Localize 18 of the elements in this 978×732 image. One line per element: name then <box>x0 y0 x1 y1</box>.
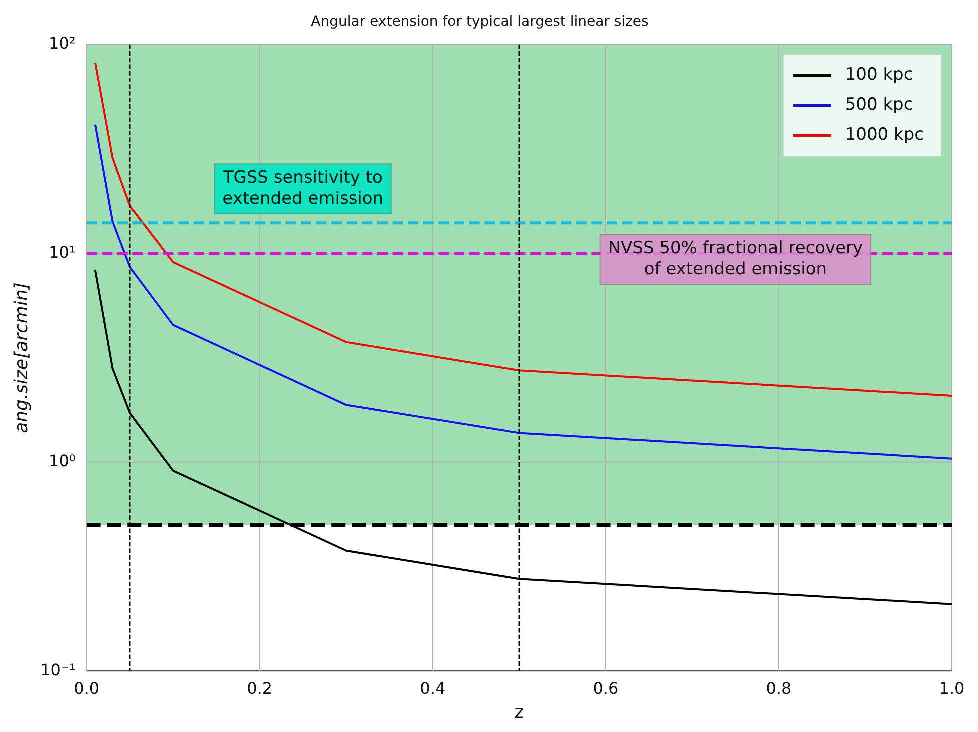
legend-label: 100 kpc <box>845 65 914 86</box>
legend-label: 500 kpc <box>845 95 914 116</box>
x-axis-title: z <box>514 702 524 723</box>
legend-label: 1000 kpc <box>845 125 924 146</box>
x-tick-label: 0.0 <box>74 678 100 698</box>
y-tick-label: 10⁰ <box>49 452 76 471</box>
x-tick-label: 1.0 <box>939 678 965 698</box>
y-tick-label: 10² <box>49 34 76 53</box>
chart-title: Angular extension for typical largest linear sizes <box>311 14 649 30</box>
y-tick-label: 10¹ <box>49 242 76 262</box>
y-axis-title: ang.size[arcmin] <box>11 282 32 434</box>
ref-line-label: TGSS sensitivity to extended emission <box>222 168 384 210</box>
x-tick-label: 0.8 <box>766 678 792 698</box>
x-tick-label: 0.2 <box>247 678 273 698</box>
x-tick-label: 0.4 <box>420 678 446 698</box>
x-tick-label: 0.6 <box>593 678 619 698</box>
ref-line-label: NVSS 50% fractional recovery of extended emission <box>608 238 864 280</box>
y-tick-label: 10⁻¹ <box>40 660 76 680</box>
